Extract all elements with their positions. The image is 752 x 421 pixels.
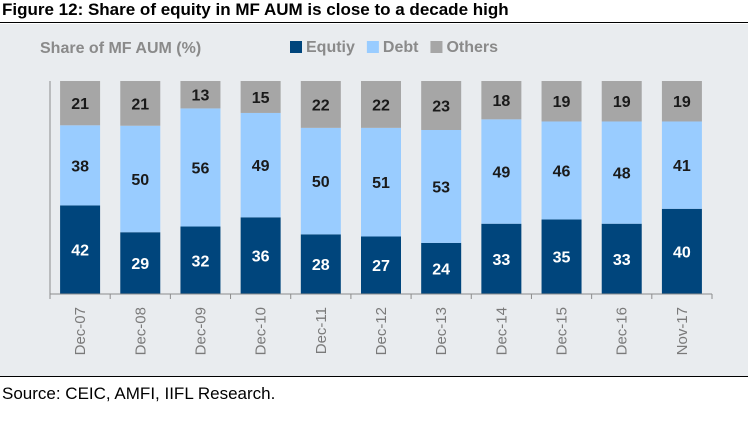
data-label-debt-2: 56 bbox=[192, 160, 210, 177]
bar-others-9 bbox=[601, 81, 642, 122]
data-label-debt-8: 46 bbox=[553, 163, 571, 180]
bar-debt-5 bbox=[361, 127, 401, 237]
bar-equtiy-0 bbox=[60, 205, 101, 294]
legend-label-2: Others bbox=[446, 39, 498, 56]
x-tick-label-8: Dec-15 bbox=[554, 307, 571, 355]
data-label-debt-5: 51 bbox=[372, 175, 390, 192]
data-label-equtiy-4: 28 bbox=[312, 257, 330, 274]
legend-label-1: Debt bbox=[383, 39, 419, 56]
data-label-debt-7: 49 bbox=[492, 165, 510, 182]
bar-debt-4 bbox=[300, 127, 341, 235]
data-label-equtiy-3: 36 bbox=[252, 249, 270, 266]
bar-others-1 bbox=[120, 81, 161, 126]
data-label-equtiy-0: 42 bbox=[71, 243, 89, 260]
data-label-others-7: 18 bbox=[492, 93, 510, 110]
data-label-others-2: 13 bbox=[192, 88, 210, 105]
data-label-equtiy-9: 33 bbox=[613, 252, 631, 269]
bar-others-2 bbox=[180, 81, 221, 109]
x-tick-label-1: Dec-08 bbox=[132, 307, 149, 355]
x-tick-label-10: Nov-17 bbox=[674, 307, 691, 355]
x-tick-label-6: Dec-13 bbox=[433, 307, 450, 355]
data-label-debt-6: 53 bbox=[432, 179, 450, 196]
data-label-equtiy-7: 33 bbox=[492, 252, 510, 269]
bar-debt-8 bbox=[541, 121, 582, 220]
x-tick-label-3: Dec-10 bbox=[253, 307, 270, 355]
x-tick-label-5: Dec-12 bbox=[373, 307, 390, 355]
data-label-debt-9: 48 bbox=[613, 166, 631, 183]
bar-equtiy-5 bbox=[361, 236, 401, 294]
data-label-others-5: 22 bbox=[372, 97, 390, 114]
bar-others-7 bbox=[481, 81, 522, 120]
bar-debt-6 bbox=[421, 129, 462, 243]
bar-debt-2 bbox=[180, 108, 221, 227]
bar-debt-9 bbox=[601, 121, 642, 224]
data-label-others-3: 15 bbox=[252, 90, 270, 107]
bar-others-8 bbox=[541, 81, 582, 122]
legend-swatch-0 bbox=[290, 41, 302, 53]
x-tick-label-4: Dec-11 bbox=[313, 307, 330, 354]
data-label-equtiy-8: 35 bbox=[553, 250, 571, 267]
bar-equtiy-3 bbox=[240, 217, 281, 294]
legend-swatch-1 bbox=[366, 41, 379, 53]
bar-debt-3 bbox=[240, 112, 281, 218]
bar-equtiy-10 bbox=[661, 208, 702, 294]
data-label-debt-1: 50 bbox=[131, 172, 149, 189]
data-label-others-1: 21 bbox=[131, 96, 149, 113]
data-label-equtiy-2: 32 bbox=[192, 253, 210, 270]
x-tick-label-7: Dec-14 bbox=[493, 307, 510, 355]
x-tick-label-2: Dec-09 bbox=[192, 307, 209, 355]
data-label-debt-3: 49 bbox=[252, 158, 270, 175]
data-label-equtiy-1: 29 bbox=[131, 256, 149, 273]
bar-equtiy-2 bbox=[180, 226, 221, 294]
legend-label-0: Equtiy bbox=[306, 39, 355, 56]
data-label-others-10: 19 bbox=[673, 94, 691, 111]
bar-others-5 bbox=[361, 81, 401, 128]
data-label-equtiy-10: 40 bbox=[673, 244, 691, 261]
bar-others-10 bbox=[661, 81, 702, 122]
stacked-bar-chart: Share of MF AUM (%) Equtiy Debt Others 42 38 2… bbox=[40, 39, 713, 355]
data-label-debt-0: 38 bbox=[71, 158, 89, 175]
data-label-equtiy-5: 27 bbox=[372, 258, 390, 275]
bar-debt-7 bbox=[481, 119, 522, 224]
bar-equtiy-4 bbox=[300, 234, 341, 294]
data-label-others-8: 19 bbox=[553, 94, 571, 111]
bar-equtiy-8 bbox=[541, 219, 582, 294]
source-rule bbox=[0, 376, 748, 377]
data-label-others-9: 19 bbox=[613, 94, 631, 111]
bar-debt-10 bbox=[661, 121, 702, 209]
bar-others-3 bbox=[240, 81, 281, 113]
x-tick-label-0: Dec-07 bbox=[72, 307, 89, 355]
data-label-others-0: 21 bbox=[71, 96, 89, 113]
data-label-others-4: 22 bbox=[312, 97, 330, 114]
legend-swatch-2 bbox=[430, 41, 443, 53]
bar-others-0 bbox=[60, 81, 101, 126]
x-tick-label-9: Dec-16 bbox=[614, 307, 631, 355]
bar-others-4 bbox=[300, 81, 341, 128]
title-rule bbox=[0, 22, 748, 23]
data-label-debt-4: 50 bbox=[312, 174, 330, 191]
data-label-equtiy-6: 24 bbox=[432, 261, 450, 278]
bar-others-6 bbox=[421, 81, 462, 130]
figure-title: Figure 12: Share of equity in MF AUM is … bbox=[2, 0, 509, 19]
bar-equtiy-9 bbox=[601, 223, 642, 294]
bar-debt-0 bbox=[60, 125, 101, 206]
bar-debt-1 bbox=[120, 125, 161, 233]
bar-equtiy-1 bbox=[120, 232, 161, 294]
y-axis-label: Share of MF AUM (%) bbox=[40, 40, 201, 57]
data-label-debt-10: 41 bbox=[673, 158, 691, 175]
data-label-others-6: 23 bbox=[432, 98, 450, 115]
bar-equtiy-7 bbox=[481, 223, 522, 294]
bar-equtiy-6 bbox=[421, 242, 462, 294]
chart-panel: Share of MF AUM (%) Equtiy Debt Others 42 38 2… bbox=[0, 24, 748, 376]
source-note: Source: CEIC, AMFI, IIFL Research. bbox=[2, 384, 276, 403]
